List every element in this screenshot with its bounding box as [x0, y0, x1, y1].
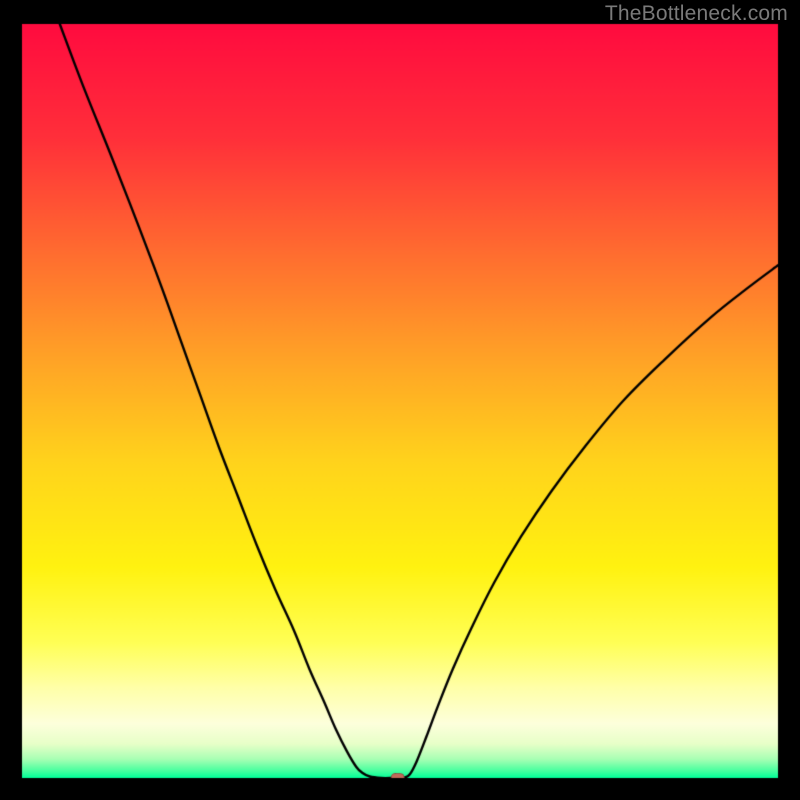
chart-stage: TheBottleneck.com: [0, 0, 800, 800]
watermark-text: TheBottleneck.com: [605, 2, 788, 26]
bottleneck-curve-chart: [0, 0, 800, 800]
